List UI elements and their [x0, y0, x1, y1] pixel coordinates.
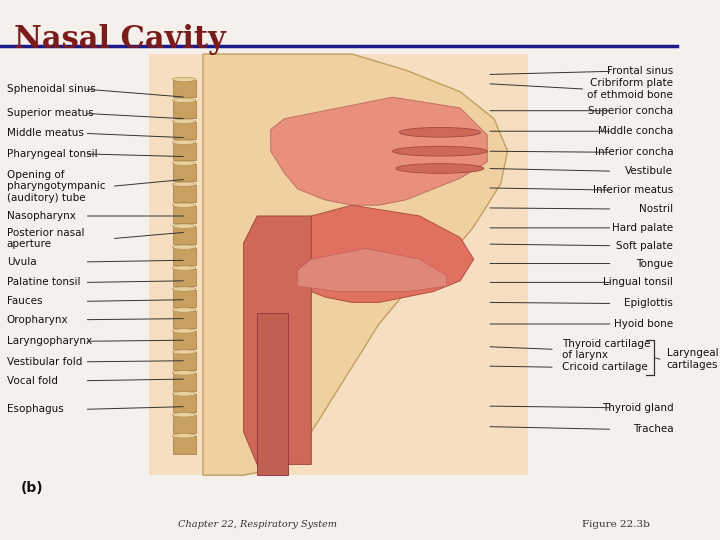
Text: (b): (b): [20, 481, 43, 495]
Text: Vocal fold: Vocal fold: [6, 376, 58, 386]
Polygon shape: [173, 164, 197, 181]
Text: Laryngopharynx: Laryngopharynx: [6, 336, 92, 346]
Polygon shape: [203, 54, 508, 475]
Ellipse shape: [172, 245, 196, 249]
Text: Laryngeal
cartilages: Laryngeal cartilages: [667, 348, 719, 370]
Bar: [149, 54, 528, 475]
Polygon shape: [173, 80, 197, 97]
Polygon shape: [173, 185, 197, 202]
Polygon shape: [243, 216, 311, 464]
Polygon shape: [173, 394, 197, 411]
Text: Pharyngeal tonsil: Pharyngeal tonsil: [6, 149, 97, 159]
Bar: [257, 313, 287, 475]
Polygon shape: [173, 122, 197, 139]
Ellipse shape: [172, 203, 196, 207]
Ellipse shape: [172, 98, 196, 103]
Text: Vestibule: Vestibule: [626, 166, 673, 176]
Ellipse shape: [172, 140, 196, 144]
Text: Esophagus: Esophagus: [6, 404, 63, 414]
Polygon shape: [173, 143, 197, 160]
Polygon shape: [173, 436, 197, 454]
Polygon shape: [173, 332, 197, 349]
Ellipse shape: [400, 127, 480, 137]
Ellipse shape: [172, 224, 196, 228]
Ellipse shape: [172, 434, 196, 438]
Polygon shape: [173, 206, 197, 223]
Ellipse shape: [172, 413, 196, 417]
Text: Cribriform plate
of ethmoid bone: Cribriform plate of ethmoid bone: [588, 78, 673, 100]
Text: Opening of
pharyngotympanic
(auditory) tube: Opening of pharyngotympanic (auditory) t…: [6, 170, 105, 203]
Text: Figure 22.3b: Figure 22.3b: [582, 520, 649, 529]
Text: Sphenoidal sinus: Sphenoidal sinus: [6, 84, 96, 94]
Text: Tongue: Tongue: [636, 259, 673, 268]
Ellipse shape: [396, 164, 484, 173]
Ellipse shape: [172, 350, 196, 354]
Text: Cricoid cartilage: Cricoid cartilage: [562, 362, 647, 372]
Polygon shape: [173, 415, 197, 433]
Text: Fauces: Fauces: [6, 296, 42, 306]
Polygon shape: [173, 248, 197, 265]
Ellipse shape: [172, 308, 196, 312]
Text: Vestibular fold: Vestibular fold: [6, 357, 82, 367]
Text: Epiglottis: Epiglottis: [624, 299, 673, 308]
Polygon shape: [298, 248, 446, 292]
Polygon shape: [173, 289, 197, 307]
Text: Superior concha: Superior concha: [588, 106, 673, 116]
Polygon shape: [173, 227, 197, 244]
Polygon shape: [271, 97, 487, 205]
Text: Frontal sinus: Frontal sinus: [607, 66, 673, 76]
Text: Thyroid gland: Thyroid gland: [602, 403, 673, 413]
Ellipse shape: [172, 287, 196, 291]
Polygon shape: [173, 374, 197, 391]
Text: Inferior concha: Inferior concha: [595, 147, 673, 157]
Polygon shape: [173, 353, 197, 370]
Text: Middle meatus: Middle meatus: [6, 129, 84, 138]
Ellipse shape: [172, 392, 196, 396]
Ellipse shape: [172, 182, 196, 186]
Polygon shape: [173, 268, 197, 286]
Text: Superior meatus: Superior meatus: [6, 109, 94, 118]
Text: Nasal Cavity: Nasal Cavity: [14, 24, 225, 55]
Polygon shape: [173, 101, 197, 118]
Text: Palatine tonsil: Palatine tonsil: [6, 278, 80, 287]
Text: Chapter 22, Respiratory System: Chapter 22, Respiratory System: [178, 520, 337, 529]
Text: Nostril: Nostril: [639, 204, 673, 214]
Text: Posterior nasal
aperture: Posterior nasal aperture: [6, 228, 84, 249]
Polygon shape: [173, 310, 197, 328]
Text: Middle concha: Middle concha: [598, 126, 673, 136]
Text: Lingual tonsil: Lingual tonsil: [603, 278, 673, 287]
Text: Thyroid cartilage
of larynx: Thyroid cartilage of larynx: [562, 339, 650, 360]
Ellipse shape: [172, 371, 196, 375]
Ellipse shape: [172, 77, 196, 82]
Ellipse shape: [172, 266, 196, 270]
Polygon shape: [271, 205, 474, 302]
Ellipse shape: [392, 146, 487, 156]
Text: Inferior meatus: Inferior meatus: [593, 185, 673, 195]
Text: Hard palate: Hard palate: [612, 223, 673, 233]
Text: Trachea: Trachea: [633, 424, 673, 434]
Text: Hyoid bone: Hyoid bone: [614, 319, 673, 329]
Text: Nasopharynx: Nasopharynx: [6, 211, 76, 221]
Text: Soft palate: Soft palate: [616, 241, 673, 251]
Text: Oropharynx: Oropharynx: [6, 315, 68, 325]
Ellipse shape: [172, 119, 196, 124]
Ellipse shape: [172, 329, 196, 333]
Text: Uvula: Uvula: [6, 257, 37, 267]
Ellipse shape: [172, 161, 196, 165]
